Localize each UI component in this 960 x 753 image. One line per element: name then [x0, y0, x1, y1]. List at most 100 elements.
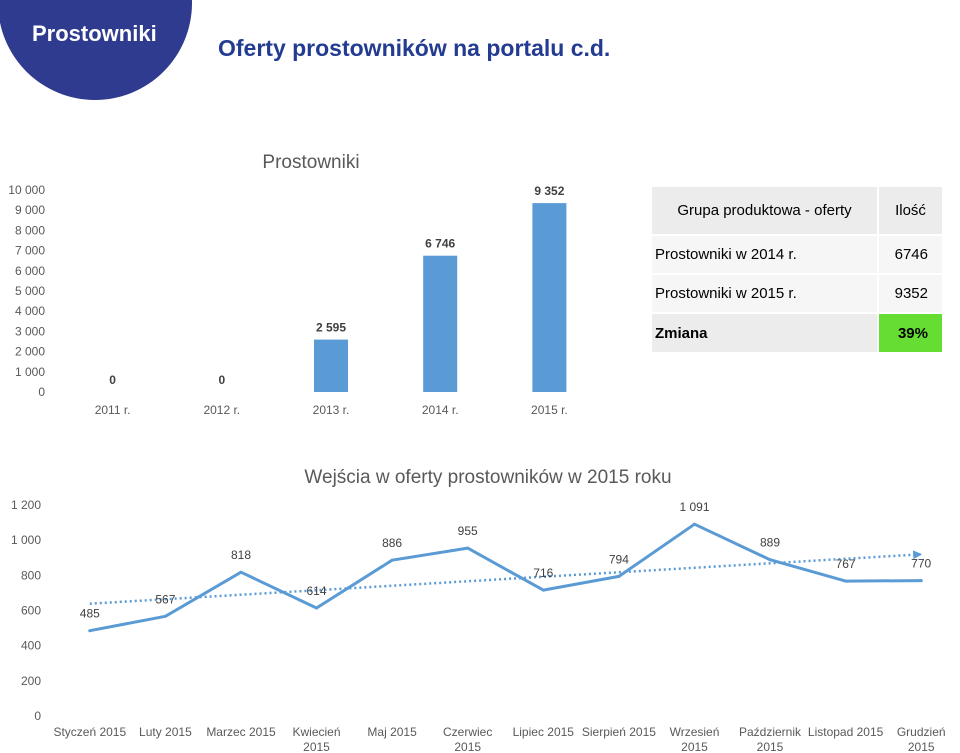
- table-row-label-change: Zmiana: [652, 314, 877, 352]
- data-label: 0: [218, 373, 225, 387]
- data-point: [239, 570, 243, 574]
- data-label: 485: [80, 607, 100, 621]
- bar-chart-x-axis: 2011 r. 2012 r. 2013 r. 2014 r. 2015 r.: [95, 403, 568, 417]
- y-tick-label: 200: [21, 674, 41, 688]
- x-tick-label: Sierpień 2015: [582, 725, 656, 739]
- table-header-group: Grupa produktowa - oferty: [652, 187, 877, 234]
- y-tick-label: 7 000: [15, 244, 45, 258]
- data-label: 9 352: [534, 184, 564, 198]
- y-tick-label: 4 000: [15, 304, 45, 318]
- data-label: 0: [109, 373, 116, 387]
- data-label: 1 091: [679, 500, 709, 514]
- y-tick-label: 9 000: [15, 203, 45, 217]
- x-tick-label: Styczeń 2015: [53, 725, 126, 739]
- x-tick-label-line: Kwiecień: [292, 725, 340, 739]
- data-point: [541, 588, 545, 592]
- section-badge: Prostowniki: [0, 0, 194, 101]
- data-label: 889: [760, 536, 780, 550]
- y-tick-label: 400: [21, 639, 41, 653]
- y-tick-label: 10 000: [8, 183, 45, 197]
- line-chart-trendline: [89, 550, 923, 605]
- badge-circle: [0, 0, 192, 100]
- data-point: [844, 579, 848, 583]
- bar: [314, 339, 348, 392]
- x-tick-label: 2015 r.: [531, 403, 568, 417]
- bar: [532, 203, 567, 392]
- x-tick-label: Maj 2015: [367, 725, 417, 739]
- data-point: [88, 629, 92, 633]
- line-chart-data-labels: 485 567 818 614 886 955 716 794 1 091 889 767 770: [80, 500, 932, 621]
- summary-table: Grupa produktowa - oferty Ilość Prostown…: [652, 187, 942, 352]
- x-tick-label: 2013 r.: [313, 403, 350, 417]
- x-tick-label: Luty 2015: [139, 725, 192, 739]
- table-row-label: Prostowniki w 2015 r.: [652, 275, 877, 312]
- x-tick-label-line: Grudzień: [897, 725, 946, 739]
- bar-chart-bars: [314, 203, 567, 392]
- table-row-label: Prostowniki w 2014 r.: [652, 236, 877, 273]
- data-point: [919, 579, 923, 583]
- x-tick-label-line: Październik: [739, 725, 802, 739]
- bar-chart-title: Prostowniki: [262, 152, 359, 173]
- table-row-value: 6746: [879, 236, 942, 273]
- data-label: 716: [533, 566, 553, 580]
- data-label: 767: [836, 557, 856, 571]
- data-label: 770: [911, 557, 931, 571]
- data-label: 614: [306, 584, 326, 598]
- y-tick-label: 0: [34, 709, 41, 723]
- x-tick-label-line: Czerwiec: [443, 725, 492, 739]
- x-tick-label-line: 2015: [908, 740, 935, 753]
- x-tick-label-line: 2015: [681, 740, 708, 753]
- x-tick-label: Listopad 2015: [808, 725, 884, 739]
- x-tick-label: Październik 2015: [739, 725, 802, 753]
- y-tick-label: 2 000: [15, 345, 45, 359]
- y-tick-label: 1 000: [15, 365, 45, 379]
- data-point: [163, 614, 167, 618]
- data-label: 6 746: [425, 237, 455, 251]
- x-tick-label: Lipiec 2015: [513, 725, 575, 739]
- x-tick-label: Marzec 2015: [206, 725, 276, 739]
- table-header-quantity: Ilość: [879, 187, 942, 234]
- data-point: [617, 574, 621, 578]
- line-chart-series: [88, 522, 923, 633]
- data-point: [390, 558, 394, 562]
- x-tick-label: Wrzesień 2015: [670, 725, 720, 753]
- line-chart-title: Wejścia w oferty prostowników w 2015 rok…: [304, 467, 671, 488]
- table-row-value: 9352: [879, 275, 942, 312]
- bar-chart-y-axis: 0 1 000 2 000 3 000 4 000 5 000 6 000 7 000 8 00…: [8, 183, 45, 399]
- data-point: [466, 546, 470, 550]
- badge-label: Prostowniki: [32, 21, 157, 46]
- y-tick-label: 0: [38, 385, 45, 399]
- bar-chart-data-labels: 0 0 2 595 6 746 9 352: [109, 184, 564, 387]
- data-label: 818: [231, 548, 251, 562]
- y-tick-label: 1 200: [11, 498, 41, 512]
- data-label: 886: [382, 536, 402, 550]
- table-row-value-change: 39%: [879, 314, 942, 352]
- y-tick-label: 6 000: [15, 264, 45, 278]
- x-tick-label-line: 2015: [454, 740, 481, 753]
- y-tick-label: 800: [21, 568, 41, 582]
- bar: [423, 255, 458, 392]
- x-tick-label: Grudzień 2015: [897, 725, 946, 753]
- y-tick-label: 8 000: [15, 223, 45, 237]
- line-chart-points: [88, 522, 923, 633]
- x-tick-label: 2012 r.: [203, 403, 240, 417]
- data-label: 567: [155, 592, 175, 606]
- trendline: [89, 550, 923, 605]
- x-tick-label-line: Wrzesień: [670, 725, 720, 739]
- x-tick-label: Czerwiec 2015: [443, 725, 492, 753]
- y-tick-label: 600: [21, 604, 41, 618]
- data-point: [315, 606, 318, 610]
- data-label: 794: [609, 552, 629, 566]
- data-point: [693, 522, 696, 526]
- x-tick-label-line: 2015: [303, 740, 330, 753]
- x-tick-label: 2011 r.: [95, 403, 131, 417]
- x-tick-label: 2014 r.: [422, 403, 459, 417]
- y-tick-label: 3 000: [15, 324, 45, 338]
- x-tick-label-line: 2015: [757, 740, 784, 753]
- bar-chart: Prostowniki 0 1 000 2 000 3 000 4 000 5 000 6 …: [8, 152, 568, 417]
- data-point: [768, 558, 772, 562]
- slide-title: Oferty prostowników na portalu c.d.: [218, 35, 611, 61]
- line-chart: Wejścia w oferty prostowników w 2015 rok…: [11, 467, 946, 753]
- line-chart-y-axis: 0 200 400 600 800 1 000 1 200: [11, 498, 41, 723]
- x-tick-label: Kwiecień 2015: [292, 725, 340, 753]
